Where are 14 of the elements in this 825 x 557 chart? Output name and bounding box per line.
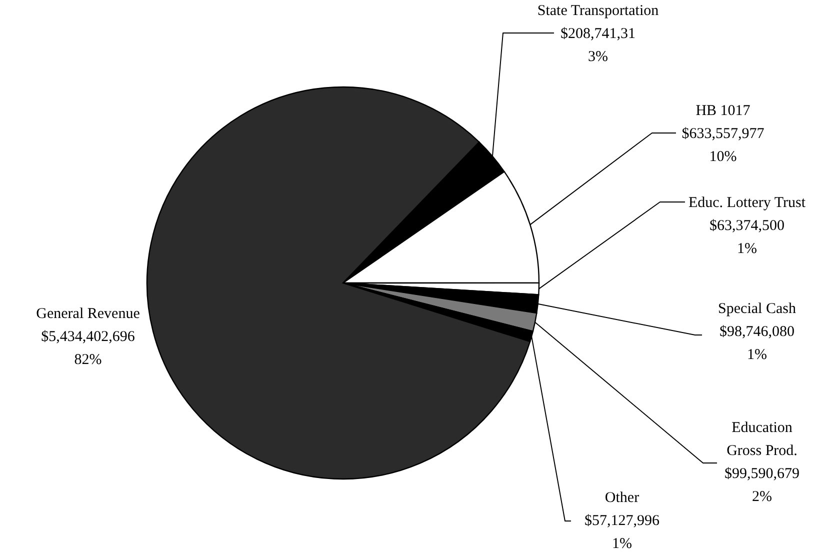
slice-label: General Revenue [36,306,140,322]
data-label: $633,557,977 10% [682,126,765,165]
data-label: $63,374,500 1% [710,218,784,257]
slice-label: Special Cash [718,301,796,317]
data-label: $98,746,080 1% [720,324,794,363]
data-label: $5,434,402,696 82% [41,329,136,368]
slice-label: Education Gross Prod. [726,420,798,459]
slice-label: State Transportation [537,3,660,19]
slice-label: HB 1017 [696,103,751,119]
slice-label: Educ. Lottery Trust [688,195,806,211]
slice-label: Other [604,490,640,506]
data-label: $99,590,679 2% [724,466,800,505]
data-label: $57,127,996 1% [584,513,660,552]
data-label: $208,741,31 3% [560,26,636,65]
